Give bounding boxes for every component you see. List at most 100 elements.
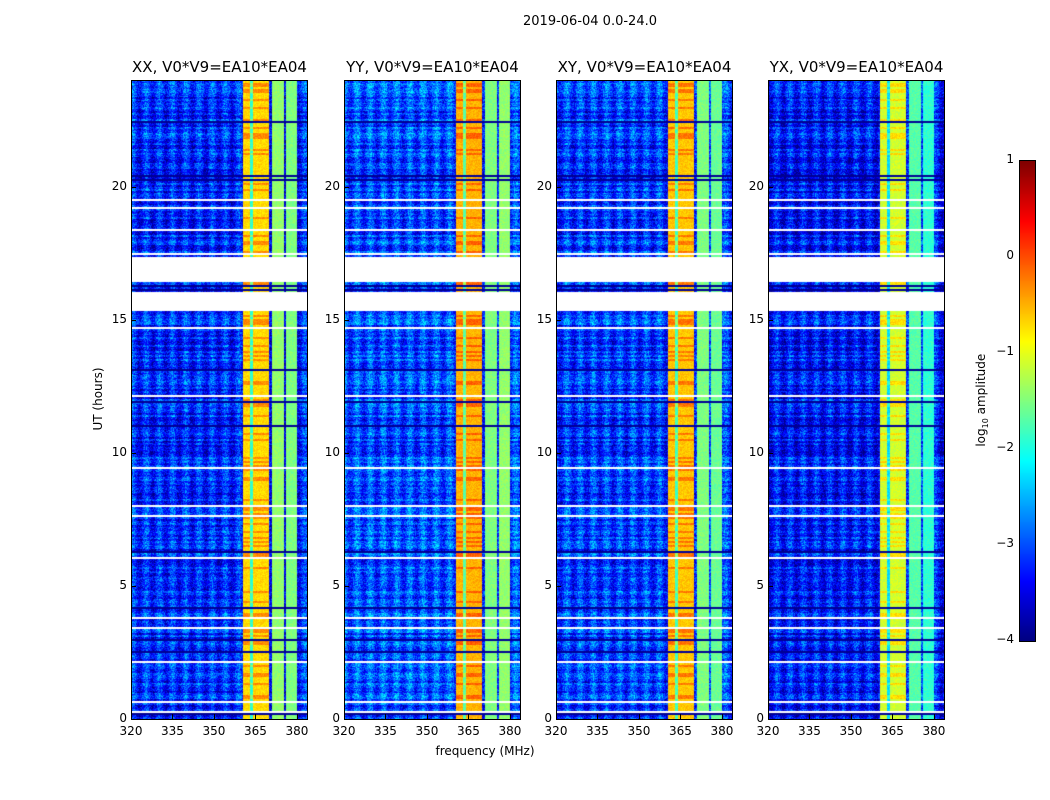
x-tick-label: 350 [415,724,439,738]
y-tick-mark [768,719,773,720]
x-tick-label: 320 [544,724,568,738]
x-tick-mark [468,714,470,719]
x-tick-label: 380 [710,724,734,738]
y-tick-mark [556,452,561,454]
x-tick-mark [850,714,852,719]
colorbar [1019,160,1036,642]
x-tick-mark [556,714,557,719]
x-tick-mark [809,714,811,719]
y-tick-mark [768,452,773,454]
y-tick-label: 10 [324,444,340,459]
heatmap-image [345,81,520,719]
heatmap-image [769,81,944,719]
x-tick-label: 380 [498,724,522,738]
x-tick-mark [385,714,387,719]
y-tick-label: 20 [111,178,127,193]
y-tick-mark [556,319,561,321]
panel-title: XY, V0*V9=EA10*EA04 [557,58,732,76]
colorbar-tick-label: 0 [1006,248,1014,262]
y-tick-mark [344,319,349,321]
y-tick-mark [131,585,136,587]
y-tick-label: 10 [111,444,127,459]
x-tick-label: 335 [798,724,821,738]
panel-title: YY, V0*V9=EA10*EA04 [346,58,519,76]
y-tick-mark [344,186,349,188]
y-tick-label: 0 [544,711,552,725]
x-tick-mark [296,714,298,719]
x-tick-label: 365 [244,724,267,738]
panel-title: XX, V0*V9=EA10*EA04 [132,58,307,76]
heatmap-image [557,81,732,719]
y-tick-mark [768,585,773,587]
x-tick-label: 335 [374,724,397,738]
y-tick-label: 20 [324,178,340,193]
x-tick-label: 320 [332,724,356,738]
colorbar-tick-label: −2 [996,440,1014,454]
x-axis-label: frequency (MHz) [435,744,535,758]
y-tick-label: 15 [111,311,127,326]
colorbar-tick-label: −1 [996,344,1014,358]
y-tick-mark [344,719,349,720]
y-tick-label: 5 [544,577,552,592]
y-tick-label: 15 [324,311,340,326]
x-tick-label: 320 [756,724,780,738]
y-tick-label: 20 [536,178,552,193]
x-tick-label: 335 [586,724,609,738]
spectrogram-panel [131,80,308,720]
x-tick-mark [213,714,215,719]
y-tick-mark [556,186,561,188]
spectrogram-panel [556,80,733,720]
x-tick-label: 380 [285,724,309,738]
y-tick-label: 0 [119,711,127,725]
y-axis-label: UT (hours) [91,367,105,431]
x-tick-label: 380 [922,724,946,738]
y-tick-mark [131,186,136,188]
y-tick-mark [344,452,349,454]
colorbar-tick-label: −3 [996,536,1014,550]
x-tick-mark [426,714,428,719]
y-tick-mark [131,452,136,454]
x-tick-label: 365 [457,724,480,738]
x-tick-label: 365 [669,724,692,738]
heatmap-image [132,81,307,719]
y-tick-mark [131,719,136,720]
y-tick-label: 5 [756,577,764,592]
y-tick-label: 5 [119,577,127,592]
y-tick-mark [131,319,136,321]
x-tick-label: 350 [202,724,226,738]
x-tick-mark [933,714,935,719]
y-tick-mark [556,585,561,587]
spectrogram-panel [768,80,945,720]
x-tick-label: 350 [839,724,863,738]
figure-title: 2019-06-04 0.0-24.0 [523,14,657,29]
x-tick-mark [680,714,682,719]
x-tick-mark [768,714,769,719]
y-tick-label: 15 [536,311,552,326]
y-tick-label: 10 [748,444,764,459]
y-tick-label: 15 [748,311,764,326]
y-tick-label: 10 [536,444,552,459]
y-tick-label: 0 [332,711,340,725]
y-tick-label: 0 [756,711,764,725]
x-tick-mark [892,714,894,719]
y-tick-mark [768,319,773,321]
x-tick-mark [131,714,132,719]
x-tick-mark [638,714,640,719]
x-tick-mark [255,714,257,719]
x-tick-mark [509,714,511,719]
x-tick-label: 335 [161,724,184,738]
colorbar-label: log10 amplitude [973,353,991,447]
x-tick-mark [344,714,345,719]
x-tick-label: 365 [881,724,904,738]
y-tick-mark [768,186,773,188]
x-tick-mark [172,714,174,719]
x-tick-label: 350 [627,724,651,738]
y-tick-label: 5 [332,577,340,592]
y-tick-mark [556,719,561,720]
y-tick-mark [344,585,349,587]
x-tick-label: 320 [119,724,143,738]
y-tick-label: 20 [748,178,764,193]
colorbar-tick-label: −4 [996,632,1014,646]
colorbar-tick-label: 1 [1006,152,1014,166]
